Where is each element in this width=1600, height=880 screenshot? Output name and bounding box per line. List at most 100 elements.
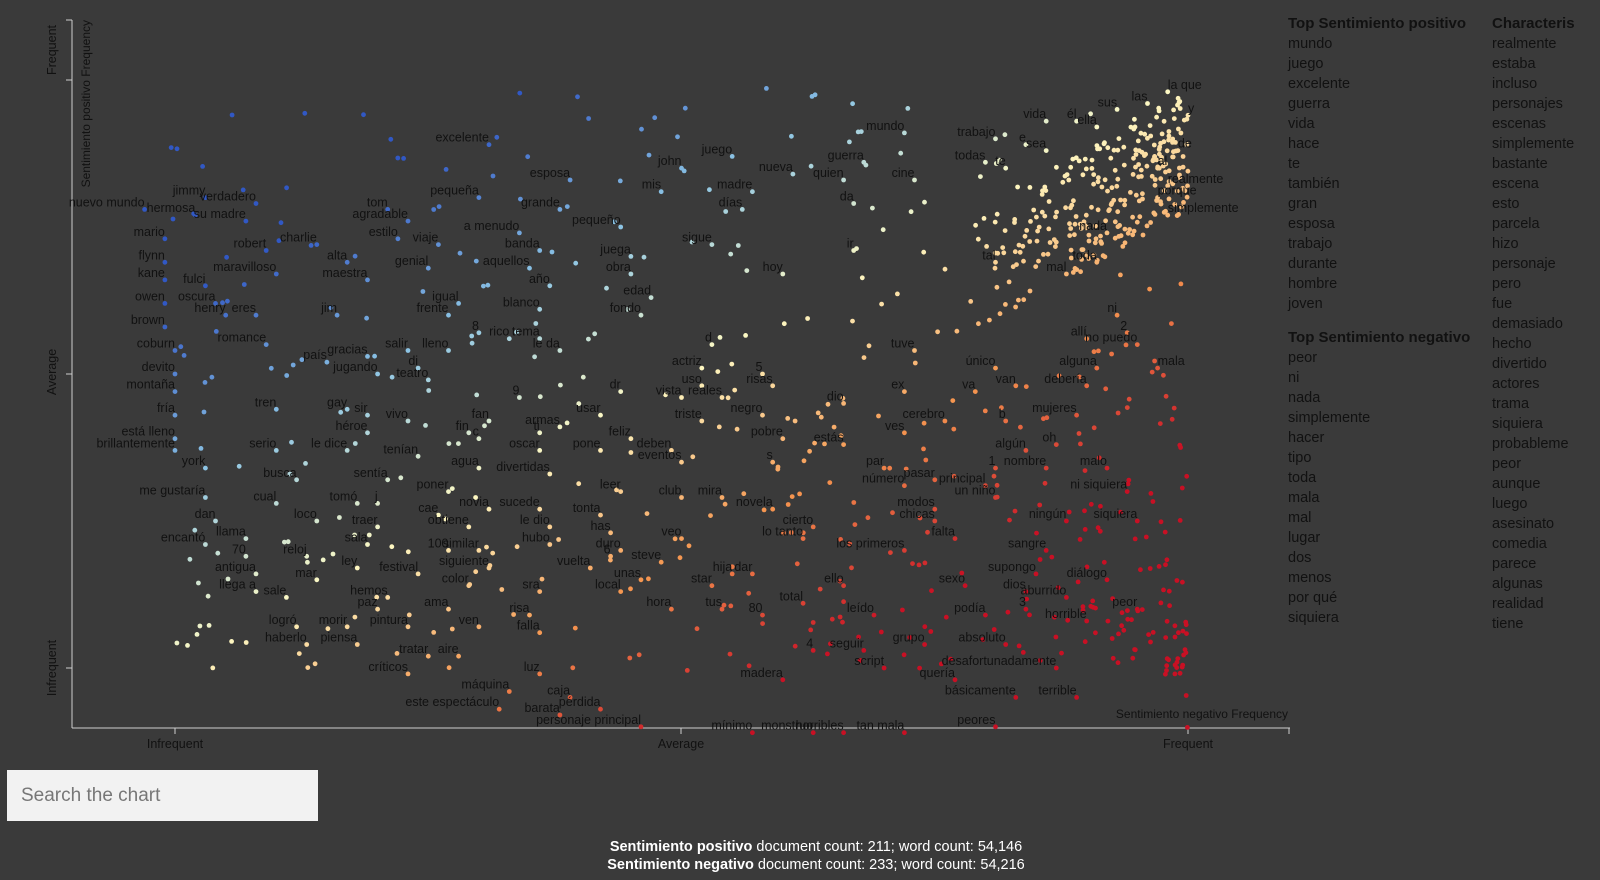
top-positive-item[interactable]: también xyxy=(1288,176,1340,192)
labeled-term-point[interactable] xyxy=(253,312,259,318)
term-point[interactable] xyxy=(194,632,200,637)
term-label[interactable]: nada xyxy=(1079,219,1107,233)
term-label[interactable]: verdadero xyxy=(200,190,256,204)
term-point[interactable] xyxy=(847,139,852,145)
term-point[interactable] xyxy=(1144,223,1150,229)
term-point[interactable] xyxy=(1077,374,1082,380)
labeled-term-point[interactable] xyxy=(375,606,380,612)
term-label[interactable]: vista xyxy=(656,384,682,398)
term-point[interactable] xyxy=(394,651,400,656)
term-point[interactable] xyxy=(1088,501,1094,507)
term-label[interactable]: tan mala xyxy=(856,719,904,733)
term-point[interactable] xyxy=(1002,132,1008,138)
term-label[interactable]: luz xyxy=(524,660,540,674)
labeled-term-point[interactable] xyxy=(142,207,148,212)
term-point[interactable] xyxy=(1128,124,1134,130)
term-point[interactable] xyxy=(722,501,728,507)
term-label[interactable]: obra xyxy=(606,260,631,274)
labeled-term-point[interactable] xyxy=(993,136,998,142)
term-point[interactable] xyxy=(1161,587,1166,593)
characteristic-item[interactable]: parece xyxy=(1492,556,1537,572)
term-point[interactable] xyxy=(1080,172,1086,178)
labeled-term-point[interactable] xyxy=(263,342,269,347)
term-point[interactable] xyxy=(1125,481,1131,487)
term-point[interactable] xyxy=(202,380,208,385)
term-point[interactable] xyxy=(1059,650,1064,656)
term-point[interactable] xyxy=(951,426,957,432)
characteristic-item[interactable]: probableme xyxy=(1492,436,1569,452)
term-point[interactable] xyxy=(1118,272,1123,278)
labeled-term-point[interactable] xyxy=(1134,342,1140,347)
term-point[interactable] xyxy=(1089,166,1095,171)
term-point[interactable] xyxy=(225,576,231,582)
term-point[interactable] xyxy=(1021,297,1027,303)
term-point[interactable] xyxy=(1005,609,1011,615)
term-label[interactable]: feliz xyxy=(609,425,631,439)
term-point[interactable] xyxy=(1024,228,1030,233)
top-positive-item[interactable]: hace xyxy=(1288,136,1320,152)
term-point[interactable] xyxy=(1183,619,1189,625)
labeled-term-point[interactable] xyxy=(841,401,846,406)
labeled-term-point[interactable] xyxy=(841,442,846,447)
term-label[interactable]: maravilloso xyxy=(213,260,276,274)
term-point[interactable] xyxy=(1159,131,1165,137)
labeled-term-point[interactable] xyxy=(1094,259,1100,265)
term-label[interactable]: ven xyxy=(459,613,479,627)
term-point[interactable] xyxy=(743,333,748,338)
term-point[interactable] xyxy=(1082,508,1087,514)
term-point[interactable] xyxy=(1125,608,1130,613)
term-point[interactable] xyxy=(1139,174,1144,179)
labeled-term-point[interactable] xyxy=(425,265,431,271)
term-point[interactable] xyxy=(1161,139,1167,145)
term-label[interactable]: pintura xyxy=(370,613,408,627)
term-point[interactable] xyxy=(213,329,219,334)
term-point[interactable] xyxy=(1137,214,1143,220)
term-point[interactable] xyxy=(1166,196,1172,202)
term-label[interactable]: absoluto xyxy=(958,631,1005,645)
labeled-term-point[interactable] xyxy=(952,677,958,683)
term-point[interactable] xyxy=(1163,671,1168,677)
term-point[interactable] xyxy=(652,115,658,121)
term-point[interactable] xyxy=(850,101,855,107)
term-point[interactable] xyxy=(715,369,721,374)
term-point[interactable] xyxy=(721,602,727,608)
term-point[interactable] xyxy=(942,266,948,272)
term-point[interactable] xyxy=(1178,445,1183,450)
term-point[interactable] xyxy=(728,251,734,257)
labeled-term-point[interactable] xyxy=(243,218,249,224)
labeled-term-point[interactable] xyxy=(365,277,370,283)
term-point[interactable] xyxy=(1172,634,1178,640)
characteristic-item[interactable]: asesinato xyxy=(1492,516,1555,532)
labeled-term-point[interactable] xyxy=(800,536,806,541)
term-label[interactable]: eres xyxy=(232,301,256,315)
term-label[interactable]: dan xyxy=(195,507,216,521)
term-point[interactable] xyxy=(950,398,956,403)
labeled-term-point[interactable] xyxy=(405,671,411,677)
labeled-term-point[interactable] xyxy=(1124,489,1130,494)
term-label[interactable]: poner xyxy=(417,478,449,492)
characteristic-item[interactable]: trama xyxy=(1492,396,1530,412)
term-point[interactable] xyxy=(1176,100,1182,105)
labeled-term-point[interactable] xyxy=(942,418,948,424)
labeled-term-point[interactable] xyxy=(800,600,806,606)
term-label[interactable]: s xyxy=(766,448,772,462)
term-point[interactable] xyxy=(485,282,491,288)
term-point[interactable] xyxy=(781,530,786,536)
term-point[interactable] xyxy=(789,494,795,499)
term-point[interactable] xyxy=(1111,147,1117,153)
term-point[interactable] xyxy=(925,529,930,535)
term-point[interactable] xyxy=(573,260,579,266)
term-point[interactable] xyxy=(1016,297,1021,303)
term-label[interactable]: dar xyxy=(734,560,752,574)
term-point[interactable] xyxy=(1066,509,1072,515)
term-label[interactable]: 3 xyxy=(1019,595,1026,609)
term-label[interactable]: te xyxy=(995,154,1005,168)
term-point[interactable] xyxy=(572,625,578,631)
term-point[interactable] xyxy=(389,544,395,550)
labeled-term-point[interactable] xyxy=(1053,665,1059,671)
term-point[interactable] xyxy=(586,116,591,121)
term-label[interactable]: genial xyxy=(395,254,428,268)
term-label[interactable]: oscura xyxy=(178,289,216,303)
term-point[interactable] xyxy=(1107,207,1112,213)
term-point[interactable] xyxy=(1146,632,1151,637)
